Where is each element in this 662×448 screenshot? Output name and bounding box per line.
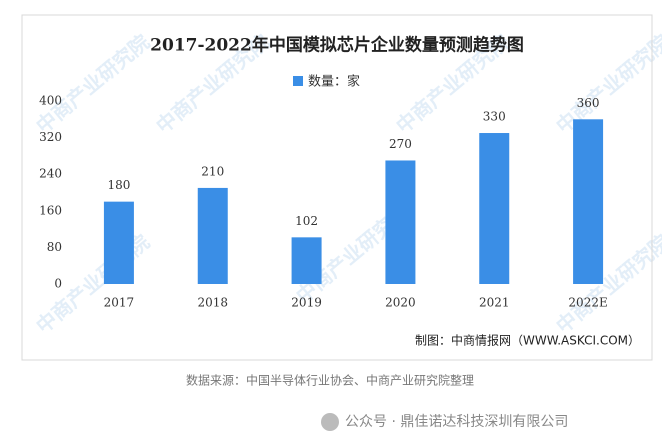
value-label: 360 — [577, 96, 600, 110]
x-tick-label: 2018 — [197, 296, 228, 310]
bar — [479, 133, 510, 284]
value-label: 210 — [201, 164, 224, 178]
bar — [573, 119, 604, 284]
y-tick-label: 240 — [39, 167, 62, 181]
x-tick-label: 2019 — [291, 296, 322, 310]
bar — [291, 237, 322, 284]
credit: 制图：中商情报网（WWW.ASKCI.COM） — [415, 333, 640, 348]
x-tick-label: 2021 — [479, 296, 510, 310]
bar — [197, 187, 228, 284]
account-name: 公众号 · 鼎佳诺达科技深圳有限公司 — [345, 414, 568, 430]
value-label: 102 — [295, 214, 318, 228]
value-label: 270 — [389, 137, 412, 151]
watermark: 中商产业研究院 — [551, 30, 662, 138]
source-note: 数据来源：中国半导体行业协会、中商产业研究院整理 — [186, 373, 474, 388]
y-tick-label: 400 — [39, 94, 62, 108]
chart-title: 2017-2022年中国模拟芯片企业数量预测趋势图 — [150, 35, 524, 56]
legend-label: 数量：家 — [308, 74, 360, 90]
value-label: 180 — [107, 178, 130, 192]
y-tick-label: 80 — [47, 240, 62, 254]
bar — [103, 201, 134, 284]
x-tick-label: 2017 — [104, 296, 135, 310]
bar — [385, 160, 416, 284]
y-tick-label: 320 — [39, 130, 62, 144]
y-tick-label: 0 — [54, 277, 62, 291]
legend-swatch — [293, 76, 303, 86]
chart-frame — [21, 14, 653, 361]
y-tick-label: 160 — [39, 203, 62, 217]
watermark: 中商产业研究院 — [31, 30, 154, 138]
wechat-icon — [321, 413, 339, 431]
x-tick-label: 2022E — [568, 296, 607, 310]
x-tick-label: 2020 — [385, 296, 416, 310]
watermark: 中商产业研究院 — [551, 230, 662, 338]
value-label: 330 — [483, 110, 506, 124]
